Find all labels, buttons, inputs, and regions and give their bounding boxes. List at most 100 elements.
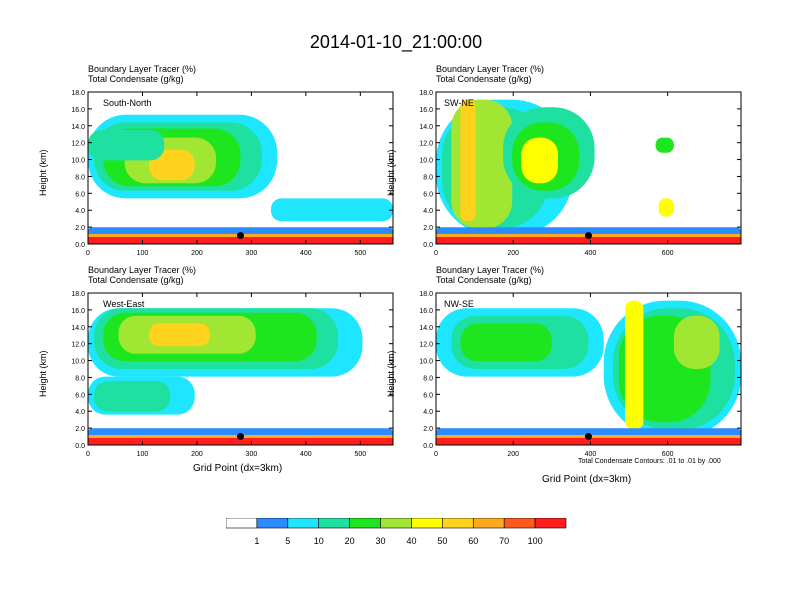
x-tick-label: 0 bbox=[434, 250, 438, 257]
y-tick-label: 0.0 bbox=[75, 443, 85, 450]
tracer-region bbox=[460, 99, 476, 222]
colorbar-label: 70 bbox=[499, 536, 509, 546]
plot-area: 0.0 2.0 4.0 6.0 8.0 10.0 12.0 14.0 16.0 18.0 0 100 2… bbox=[71, 90, 394, 257]
y-tick-label: 12.0 bbox=[71, 342, 85, 349]
colorbar-label: 30 bbox=[376, 536, 386, 546]
y-tick-label: 4.0 bbox=[75, 208, 85, 215]
y-tick-label: 12.0 bbox=[419, 342, 433, 349]
y-tick-label: 10.0 bbox=[419, 158, 433, 165]
x-tick-label: 300 bbox=[246, 451, 258, 458]
panel-label: West-East bbox=[103, 299, 145, 309]
panel-header: Boundary Layer Tracer (%) Total Condensat… bbox=[436, 265, 544, 285]
y-tick-label: 0.0 bbox=[423, 242, 433, 249]
x-tick-label: 500 bbox=[354, 250, 366, 257]
y-tick-label: 14.0 bbox=[419, 325, 433, 332]
colorbar-label: 40 bbox=[406, 536, 416, 546]
tracer-region bbox=[94, 381, 171, 412]
tracer-region bbox=[655, 137, 674, 153]
colorbar-box bbox=[380, 517, 412, 529]
y-tick-label: 6.0 bbox=[75, 191, 85, 198]
x-tick-label: 100 bbox=[137, 250, 149, 257]
location-marker bbox=[585, 232, 592, 240]
colorbar-box bbox=[318, 517, 350, 529]
y-tick-label: 14.0 bbox=[419, 124, 433, 131]
y-tick-label: 4.0 bbox=[75, 409, 85, 416]
surface-band bbox=[436, 237, 741, 244]
x-axis-label-left: Grid Point (dx=3km) bbox=[193, 463, 283, 474]
colorbar-box bbox=[256, 517, 289, 529]
field bbox=[436, 293, 741, 445]
y-tick-label: 10.0 bbox=[71, 359, 85, 366]
x-tick-label: 400 bbox=[585, 451, 597, 458]
y-tick-label: 16.0 bbox=[419, 107, 433, 114]
y-tick-label: 18.0 bbox=[71, 291, 85, 298]
x-tick-label: 300 bbox=[246, 250, 258, 257]
panel-header-line1: Boundary Layer Tracer (%) bbox=[436, 64, 545, 74]
tracer-region bbox=[149, 149, 195, 181]
panel-header-line2: Total Condensate (g/kg) bbox=[436, 74, 532, 84]
contour-note: Total Condensate Contours: .01 to .01 by… bbox=[578, 458, 721, 465]
y-tick-label: 2.0 bbox=[75, 225, 85, 232]
colorbar-label: 20 bbox=[345, 536, 355, 546]
chart-panel-2: Boundary Layer Tracer (%) Total Condensat… bbox=[376, 62, 771, 264]
y-tick-label: 2.0 bbox=[75, 426, 85, 433]
x-tick-label: 400 bbox=[300, 451, 312, 458]
x-tick-label: 400 bbox=[585, 250, 597, 257]
tracer-region bbox=[521, 137, 558, 184]
y-tick-label: 8.0 bbox=[75, 375, 85, 382]
y-tick-label: 10.0 bbox=[71, 158, 85, 165]
x-tick-label: 0 bbox=[86, 451, 90, 458]
plot-svg: 0.0 2.0 4.0 6.0 8.0 10.0 12.0 14.0 16.0 18.0 0 100 2… bbox=[71, 291, 394, 458]
chart-panel-1: Boundary Layer Tracer (%) Total Condensat… bbox=[28, 62, 423, 264]
plot-svg: 0.0 2.0 4.0 6.0 8.0 10.0 12.0 14.0 16.0 18.0 0 100 2… bbox=[71, 90, 394, 257]
tracer-region bbox=[88, 130, 165, 161]
tracer-region bbox=[658, 198, 674, 217]
x-tick-label: 600 bbox=[662, 250, 674, 257]
y-tick-label: 4.0 bbox=[423, 409, 433, 416]
panel-label: South-North bbox=[103, 98, 152, 108]
y-tick-label: 2.0 bbox=[423, 225, 433, 232]
tracer-region bbox=[451, 99, 513, 229]
colorbar-label: 5 bbox=[285, 536, 290, 546]
tracer-region bbox=[673, 315, 720, 369]
plot-svg: 0.0 2.0 4.0 6.0 8.0 10.0 12.0 14.0 16.0 18.0 0 200 4… bbox=[419, 291, 742, 458]
colorbar-box bbox=[442, 517, 474, 529]
figure-title: 2014-01-10_21:00:00 bbox=[309, 32, 483, 52]
colorbar-svg: 1 5 10 20 30 40 50 60 70 100 bbox=[225, 517, 567, 546]
colorbar-box bbox=[287, 517, 320, 529]
colorbar-label: 100 bbox=[528, 536, 543, 546]
y-tick-label: 18.0 bbox=[71, 90, 85, 97]
location-marker bbox=[585, 433, 592, 441]
colorbar-label: 60 bbox=[468, 536, 478, 546]
panel-header-line1: Boundary Layer Tracer (%) bbox=[436, 265, 545, 275]
chart-panel-3: Boundary Layer Tracer (%) Total Condensat… bbox=[28, 263, 423, 465]
plot-area: 0.0 2.0 4.0 6.0 8.0 10.0 12.0 14.0 16.0 18.0 0 200 4… bbox=[419, 90, 742, 257]
y-tick-label: 8.0 bbox=[75, 174, 85, 181]
axes-frame bbox=[435, 292, 742, 446]
location-marker bbox=[237, 433, 244, 441]
y-tick-label: 8.0 bbox=[423, 375, 433, 382]
panel-header: Boundary Layer Tracer (%) Total Condensat… bbox=[88, 265, 196, 285]
colorbar-box bbox=[411, 517, 443, 529]
plot-svg: 0.0 2.0 4.0 6.0 8.0 10.0 12.0 14.0 16.0 18.0 0 200 4… bbox=[419, 90, 742, 257]
x-tick-label: 0 bbox=[86, 250, 90, 257]
y-tick-label: 6.0 bbox=[423, 191, 433, 198]
y-tick-label: 4.0 bbox=[423, 208, 433, 215]
panel-label: NW-SE bbox=[444, 299, 474, 309]
x-tick-label: 400 bbox=[300, 250, 312, 257]
colorbar: 1 5 10 20 30 40 50 60 70 100 bbox=[225, 517, 571, 559]
y-tick-label: 0.0 bbox=[423, 443, 433, 450]
plot-area: 0.0 2.0 4.0 6.0 8.0 10.0 12.0 14.0 16.0 18.0 0 100 2… bbox=[71, 291, 394, 458]
location-marker bbox=[237, 232, 244, 240]
colorbar-box bbox=[349, 517, 381, 529]
y-tick-label: 12.0 bbox=[71, 141, 85, 148]
y-tick-label: 16.0 bbox=[71, 107, 85, 114]
y-tick-label: 18.0 bbox=[419, 90, 433, 97]
field bbox=[88, 92, 393, 244]
panel-header: Boundary Layer Tracer (%) Total Condensat… bbox=[88, 64, 196, 84]
axes-frame bbox=[87, 91, 394, 245]
axes-frame bbox=[87, 292, 394, 446]
chart-panel-4: Boundary Layer Tracer (%) Total Condensat… bbox=[376, 263, 771, 465]
axes-frame bbox=[435, 91, 742, 245]
surface-band bbox=[88, 438, 393, 445]
